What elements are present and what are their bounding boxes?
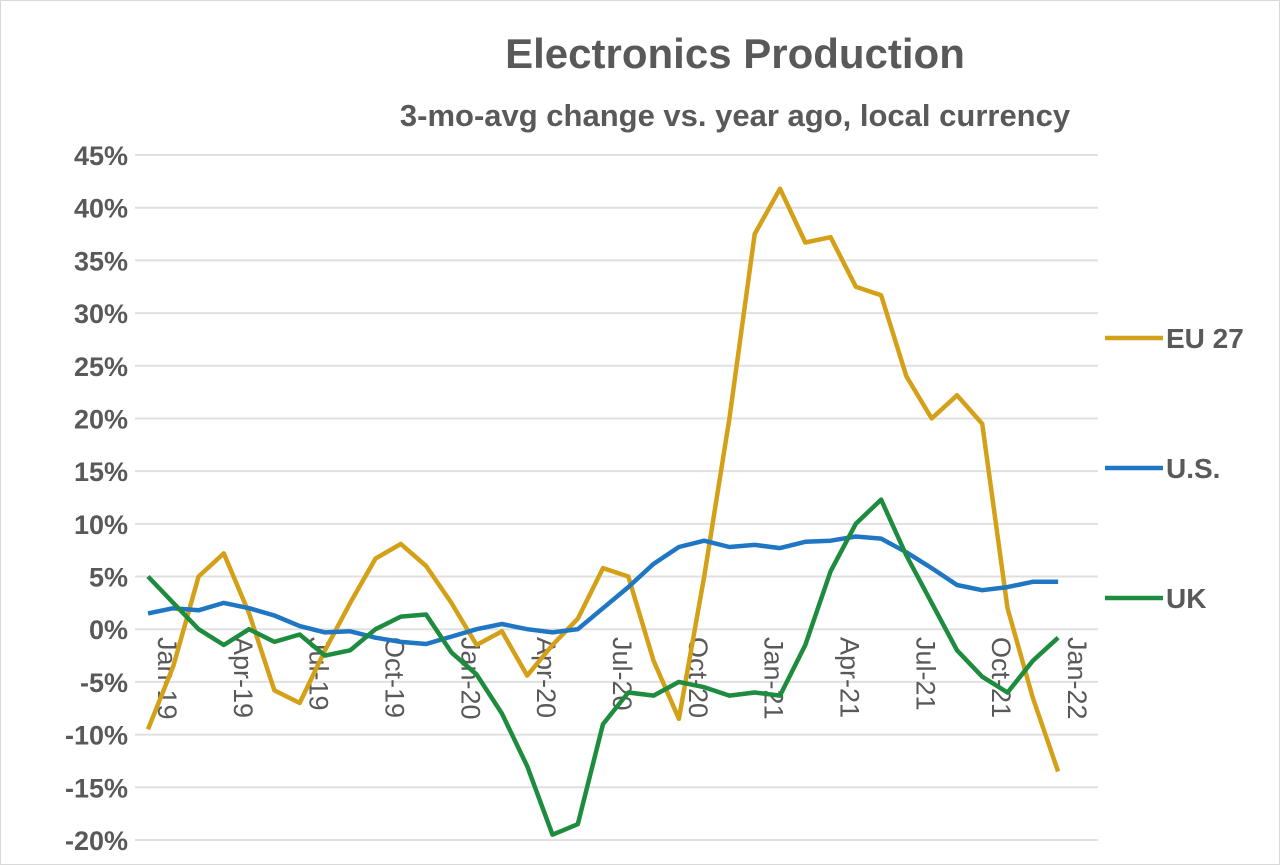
y-tick-label: 10% <box>74 510 128 540</box>
x-tick-label: Apr-19 <box>228 637 258 718</box>
y-tick-label: -15% <box>65 773 128 803</box>
legend-label: EU 27 <box>1166 323 1244 354</box>
chart-title: Electronics Production <box>505 30 965 77</box>
x-tick-label: Apr-21 <box>835 637 865 718</box>
y-tick-label: 5% <box>89 563 128 593</box>
y-tick-label: -20% <box>65 826 128 856</box>
y-tick-label: 45% <box>74 141 128 171</box>
series-line-u-s- <box>147 534 1059 647</box>
x-tick-label: Jul-21 <box>910 637 940 711</box>
legend-label: UK <box>1166 583 1206 614</box>
y-tick-label: 15% <box>74 457 128 487</box>
series-line-eu-27 <box>145 186 1061 773</box>
y-tick-label: 20% <box>74 404 128 434</box>
y-tick-label: 0% <box>89 615 128 645</box>
legend-label: U.S. <box>1166 453 1220 484</box>
y-tick-label: 40% <box>74 194 128 224</box>
x-tick-label: Jan-22 <box>1062 637 1092 720</box>
x-tick-label: Oct-21 <box>986 637 1016 718</box>
x-tick-label: Oct-19 <box>380 637 410 718</box>
x-tick-label: Jan-21 <box>759 637 789 720</box>
y-tick-label: 25% <box>74 352 128 382</box>
y-tick-label: 30% <box>74 299 128 329</box>
chart-subtitle: 3-mo-avg change vs. year ago, local curr… <box>399 98 1071 133</box>
series-line-uk <box>146 497 1060 837</box>
y-tick-label: 35% <box>74 246 128 276</box>
y-tick-label: -10% <box>65 721 128 751</box>
y-tick-label: -5% <box>80 668 128 698</box>
